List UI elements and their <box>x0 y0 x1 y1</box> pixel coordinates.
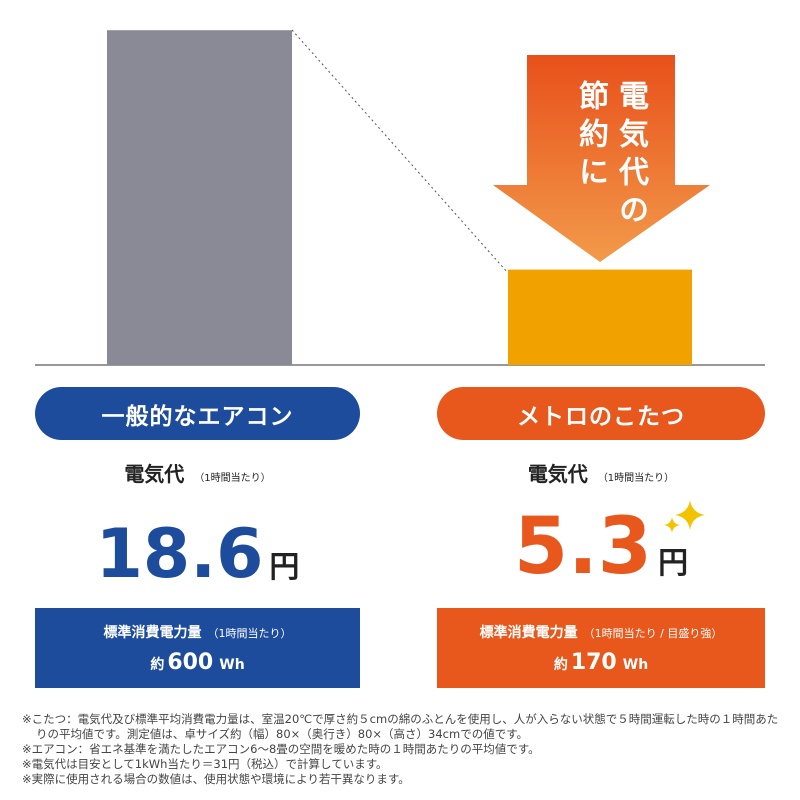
arrow-text-line: 電気代の <box>613 80 648 232</box>
power-unit: Wh <box>622 656 649 673</box>
cost-heading: 電気代 （1時間当たり） <box>437 458 765 487</box>
power-row: 約 600 Wh <box>150 650 244 675</box>
power-title-row: 標準消費電力量 （1時間当たり） <box>104 622 292 642</box>
power-prefix: 約 <box>553 656 568 673</box>
cost-number: 18.6 <box>95 515 264 594</box>
cost-note: （1時間当たり） <box>597 473 675 484</box>
power-unit: Wh <box>219 656 245 673</box>
cost-label: 電気代 <box>527 462 588 486</box>
bar <box>508 269 692 365</box>
arrow-text-line: 節約に <box>573 80 608 194</box>
power-row: 約 170 Wh <box>554 650 648 675</box>
cost-unit: 円 <box>269 550 300 585</box>
cost-number: 5.3 <box>513 502 653 592</box>
power-title: 標準消費電力量 <box>103 624 202 641</box>
power-title-row: 標準消費電力量 （1時間当たり / 目盛り強） <box>480 622 723 642</box>
cost-value: 18.6 円 <box>35 515 360 594</box>
arrow <box>493 55 710 262</box>
bar-graphic <box>35 29 765 366</box>
arrow-text: 電気代の 節約に <box>560 80 650 260</box>
cost-heading: 電気代 （1時間当たり） <box>35 458 360 487</box>
power-note: （1時間当たり / 目盛り強） <box>583 626 723 640</box>
footnote: ※実際に使用される場合の数値は、使用状態や環境により若干異なります。 <box>22 772 410 786</box>
footnotes: ※こたつ：電気代及び標準平均消費電力量は、室温20℃で厚さ約５cmの綿のふとんを… <box>22 712 782 787</box>
cost-label: 電気代 <box>124 462 185 486</box>
footnote: ※電気代は目安として1kWh当たり＝31円（税込）で計算しています。 <box>22 757 388 771</box>
cost-value: 5.3 円 <box>437 502 765 592</box>
sparkle <box>664 500 705 533</box>
label-pill: メトロのこたつ <box>437 387 765 440</box>
power-box: 標準消費電力量 （1時間当たり / 目盛り強） 約 170 Wh <box>437 608 765 688</box>
power-value: 600 <box>167 649 214 675</box>
power-title: 標準消費電力量 <box>479 624 578 641</box>
power-value: 170 <box>570 649 617 675</box>
footnote: ※こたつ：電気代及び標準平均消費電力量は、室温20℃で厚さ約５cmの綿のふとんを… <box>22 712 779 741</box>
power-prefix: 約 <box>150 656 165 673</box>
label-pill: 一般的なエアコン <box>35 387 360 440</box>
footnote: ※エアコン：省エネ基準を満たしたエアコン6～8畳の空間を暖めた時の１時間あたりの… <box>22 742 540 756</box>
bar <box>107 30 292 365</box>
dotted-line <box>291 29 509 274</box>
cost-note: （1時間当たり） <box>194 473 271 484</box>
cost-unit: 円 <box>658 546 689 581</box>
power-box: 標準消費電力量 （1時間当たり） 約 600 Wh <box>35 608 360 688</box>
power-note: （1時間当たり） <box>207 626 292 640</box>
